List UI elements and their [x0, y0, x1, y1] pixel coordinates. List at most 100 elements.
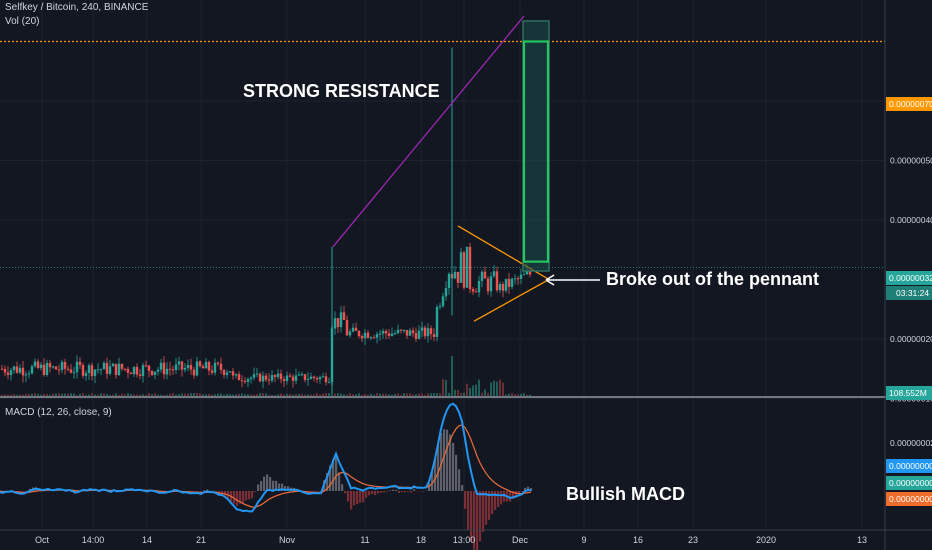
- volume-bar: [499, 379, 501, 396]
- volume-bar: [124, 394, 126, 396]
- volume-bar: [484, 389, 486, 396]
- candle-body: [498, 284, 502, 291]
- volume-bar: [325, 393, 327, 396]
- macd-hist-bar: [437, 445, 440, 491]
- macd-hist-bar: [338, 472, 341, 491]
- candle-body: [471, 288, 475, 292]
- time-tick-label: 11: [360, 535, 369, 545]
- volume-bar: [394, 394, 396, 396]
- volume-bar: [115, 393, 117, 396]
- volume-bar: [469, 387, 471, 396]
- volume-bar: [442, 379, 444, 396]
- macd-hist-bar: [317, 491, 320, 492]
- candle-body: [333, 318, 337, 329]
- macd-hist-bar: [524, 487, 527, 491]
- volume-bar: [178, 394, 180, 396]
- candle-body: [144, 365, 148, 367]
- candle-body: [60, 361, 64, 371]
- candle-body: [369, 337, 373, 339]
- macd-hist-bar: [458, 469, 461, 491]
- breakout-arrow-head: [545, 274, 555, 286]
- volume-bar: [214, 394, 216, 396]
- volume-bar: [139, 394, 141, 396]
- candle-body: [204, 361, 208, 369]
- target-box-extended: [522, 20, 550, 272]
- volume-bar: [289, 394, 291, 396]
- macd-blue-tag: 0.00000000: [886, 459, 932, 473]
- candle-body: [0, 368, 4, 370]
- volume-bar: [493, 380, 495, 396]
- volume-bar: [424, 394, 426, 396]
- volume-bar: [520, 393, 522, 396]
- volume-bar: [118, 394, 120, 396]
- candle-body: [522, 274, 526, 276]
- candle-body: [462, 252, 466, 288]
- candle-body: [66, 368, 70, 370]
- candle-body: [423, 327, 427, 337]
- volume-bar: [304, 394, 306, 396]
- candle-body: [300, 374, 304, 376]
- volume-bar: [106, 393, 108, 396]
- volume-bar: [286, 393, 288, 396]
- volume-bar: [337, 393, 339, 396]
- time-tick-label: Dec: [512, 535, 529, 545]
- volume-bar: [196, 393, 198, 396]
- symbol-title: Selfkey / Bitcoin, 240, BINANCE: [5, 2, 149, 13]
- volume-bar: [511, 393, 513, 396]
- volume-bar: [181, 393, 183, 396]
- volume-bar: [25, 393, 27, 396]
- volume-bar: [292, 394, 294, 396]
- volume-bar: [217, 393, 219, 396]
- candle-body: [183, 367, 187, 370]
- macd-hist-bar: [470, 491, 473, 542]
- candle-body: [243, 381, 247, 383]
- candle-body: [354, 327, 358, 331]
- candle-body: [267, 379, 271, 381]
- candle-body: [378, 333, 382, 335]
- candle-body: [258, 373, 262, 382]
- macd-hist-bar: [329, 465, 332, 491]
- macd-hist-bar: [383, 491, 386, 493]
- macd-hist-bar: [275, 480, 278, 491]
- volume-bar: [121, 393, 123, 396]
- volume-bar: [19, 394, 21, 396]
- candle-body: [225, 372, 229, 375]
- macd-hist-bar: [254, 491, 257, 492]
- candle-body: [240, 380, 244, 382]
- candle-body: [348, 331, 352, 336]
- candle-body: [6, 372, 10, 376]
- time-tick-label: 2020: [756, 535, 776, 545]
- candle-body: [432, 334, 436, 337]
- macd-hist-bar: [461, 485, 464, 491]
- volume-bar: [169, 393, 171, 396]
- candle-body: [138, 374, 142, 377]
- candle-body: [474, 291, 478, 293]
- volume-bar: [7, 394, 9, 396]
- volume-spike: [451, 356, 453, 396]
- candle-body: [480, 271, 484, 281]
- volume-bar: [523, 393, 525, 396]
- volume-bar: [421, 393, 423, 396]
- volume-bar: [103, 393, 105, 396]
- candle-body: [390, 333, 394, 336]
- volume-bar: [55, 393, 57, 396]
- candle-body: [318, 377, 322, 380]
- volume-bar: [379, 393, 381, 396]
- macd-hist-bar: [467, 491, 470, 530]
- volume-bar: [244, 394, 246, 396]
- drawing-overlays: [0, 15, 885, 322]
- macd-hist-bar: [236, 491, 239, 506]
- volume-bar: [343, 394, 345, 396]
- macd-hist-bar: [281, 483, 284, 491]
- macd-hist-bar: [341, 484, 344, 491]
- candle-body: [87, 365, 91, 373]
- volume-bar: [10, 394, 12, 396]
- candle-body: [249, 377, 253, 380]
- macd-hist-bar: [434, 458, 437, 491]
- candle-body: [384, 331, 388, 334]
- candle-body: [201, 366, 205, 369]
- breakout-annotation: Broke out of the pennant: [606, 269, 819, 289]
- candle-body: [288, 375, 292, 377]
- volume-bar: [46, 394, 48, 396]
